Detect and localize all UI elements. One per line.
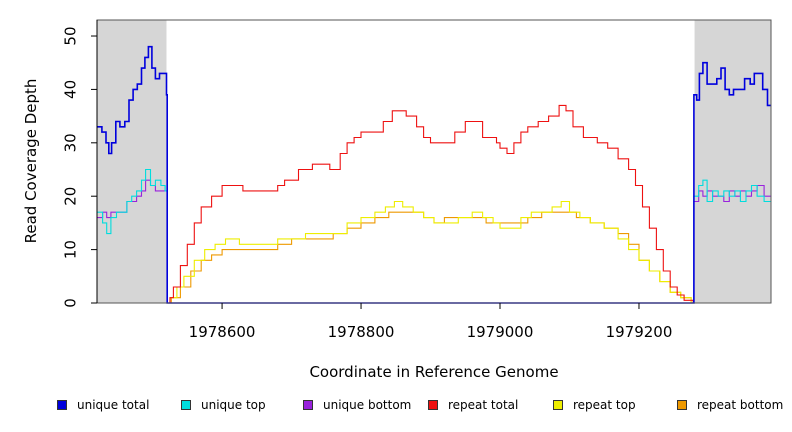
legend-swatch [303,400,313,410]
legend-item-unique-bottom: unique bottom [303,398,411,412]
x-tick-label: 1978600 [189,323,256,341]
y-tick-label: 40 [62,80,80,99]
legend-item-repeat-bottom: repeat bottom [677,398,783,412]
legend-label: repeat bottom [697,398,784,412]
legend-swatch [677,400,687,410]
shaded-region-1 [97,20,167,303]
y-axis-label: Read Coverage Depth [22,79,40,244]
legend-swatch [553,400,563,410]
legend-label: repeat total [448,398,519,412]
axes: 0 10 20 30 40 50 1978600 1978800 1979000 1979200 [62,20,673,341]
legend-label: repeat top [573,398,636,412]
legend-item-repeat-top: repeat top [553,398,636,412]
series-line-unique-total [97,45,771,304]
series-line-repeat-total [166,104,694,304]
legend-item-unique-total: unique total [57,398,149,412]
y-tick-label: 50 [62,26,80,45]
legend-label: unique total [77,398,150,412]
legend-swatch [428,400,438,410]
legend-label: unique top [201,398,266,412]
x-tick-label: 1979000 [467,323,534,341]
legend-item-unique-top: unique top [181,398,266,412]
y-tick-label: 20 [62,187,80,206]
legend: unique total unique top unique bottom repea… [0,398,792,420]
x-tick-label: 1979200 [606,323,673,341]
series-line-repeat-top [166,200,692,304]
y-tick-label: 30 [62,133,80,152]
legend-label: unique bottom [323,398,412,412]
y-tick-label: 10 [62,240,80,259]
y-tick-label: 0 [62,298,80,308]
plot-background [97,20,771,303]
x-axis-label: Coordinate in Reference Genome [309,363,558,381]
legend-item-repeat-total: repeat total [428,398,518,412]
x-tick-label: 1978800 [328,323,395,341]
legend-swatch [57,400,67,410]
legend-swatch [181,400,191,410]
